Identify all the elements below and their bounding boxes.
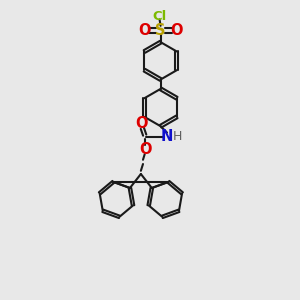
Text: O: O	[139, 142, 152, 157]
Text: S: S	[155, 23, 166, 38]
Text: H: H	[173, 130, 182, 143]
Text: N: N	[161, 129, 173, 144]
Text: O: O	[135, 116, 148, 131]
Text: Cl: Cl	[152, 10, 167, 23]
Text: O: O	[138, 23, 151, 38]
Text: O: O	[170, 23, 183, 38]
